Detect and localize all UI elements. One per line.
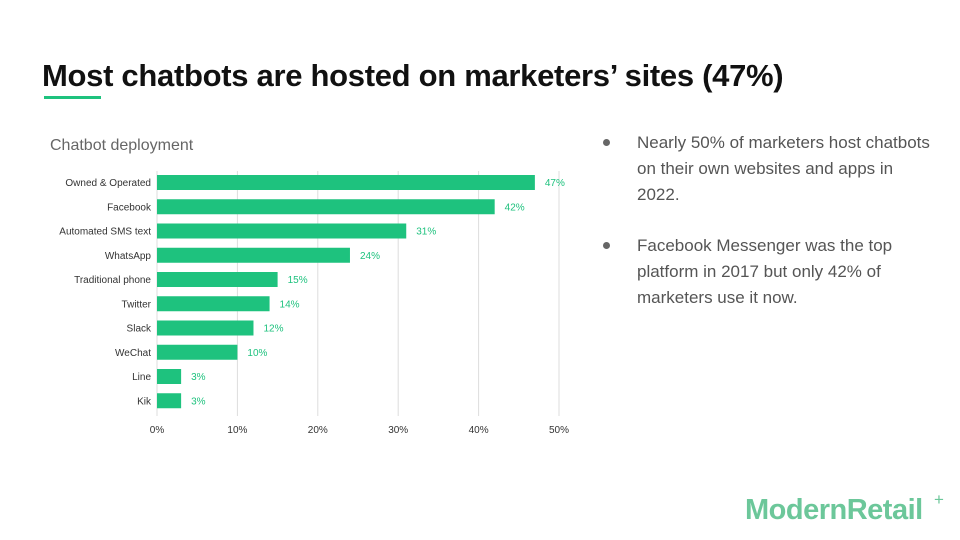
data-label: 15% (288, 275, 308, 286)
bullet-item: Facebook Messenger was the top platform … (600, 233, 930, 311)
bar (157, 272, 278, 287)
x-tick-label: 0% (150, 425, 165, 436)
title-underline (44, 96, 101, 99)
category-label: Traditional phone (74, 275, 151, 286)
bullet-dot-icon (603, 242, 610, 249)
category-label: Line (132, 372, 151, 383)
logo-plus-icon: + (934, 490, 944, 509)
bar (157, 320, 254, 336)
data-label: 47% (545, 178, 565, 189)
bar (157, 369, 182, 384)
data-label: 10% (247, 348, 267, 359)
category-label: Owned & Operated (65, 178, 151, 189)
category-label: Slack (127, 324, 152, 335)
bar (157, 344, 238, 360)
bar (157, 296, 270, 312)
modern-retail-logo: ModernRetail (745, 494, 923, 526)
bar (157, 223, 407, 239)
bullet-text: Facebook Messenger was the top platform … (637, 236, 893, 307)
data-label: 12% (263, 324, 283, 335)
x-tick-label: 10% (227, 425, 247, 436)
bar (157, 393, 182, 409)
category-label: WeChat (115, 348, 151, 359)
category-label: Automated SMS text (59, 227, 151, 238)
data-label: 3% (191, 396, 206, 407)
bar-chart: Chatbot deployment 0% 10% 20% 30% 40% 50% Owned… (50, 137, 569, 436)
category-label: WhatsApp (105, 251, 152, 262)
category-label: Facebook (107, 202, 152, 213)
category-label: Kik (137, 396, 152, 407)
x-tick-label: 50% (549, 425, 569, 436)
bullet-dot-icon (603, 139, 610, 146)
bar (157, 175, 535, 190)
x-tick-label: 20% (308, 425, 328, 436)
data-label: 3% (191, 372, 206, 383)
x-tick-label: 30% (388, 425, 408, 436)
bullet-item: Nearly 50% of marketers host chatbots on… (600, 130, 930, 208)
x-tick-label: 40% (469, 425, 489, 436)
category-label: Twitter (122, 299, 152, 310)
bullet-text: Nearly 50% of marketers host chatbots on… (637, 133, 930, 204)
chart-container: Chatbot deployment 0% 10% 20% 30% 40% 50% Owned… (40, 125, 600, 445)
data-label: 14% (280, 299, 300, 310)
bar (157, 247, 350, 263)
bullet-list: Nearly 50% of marketers host chatbots on… (600, 130, 930, 336)
chart-title: Chatbot deployment (50, 137, 194, 154)
slide-title: Most chatbots are hosted on marketers’ s… (42, 58, 784, 93)
data-label: 31% (416, 227, 436, 238)
bar (157, 199, 495, 215)
data-label: 42% (505, 202, 525, 213)
data-label: 24% (360, 251, 380, 262)
